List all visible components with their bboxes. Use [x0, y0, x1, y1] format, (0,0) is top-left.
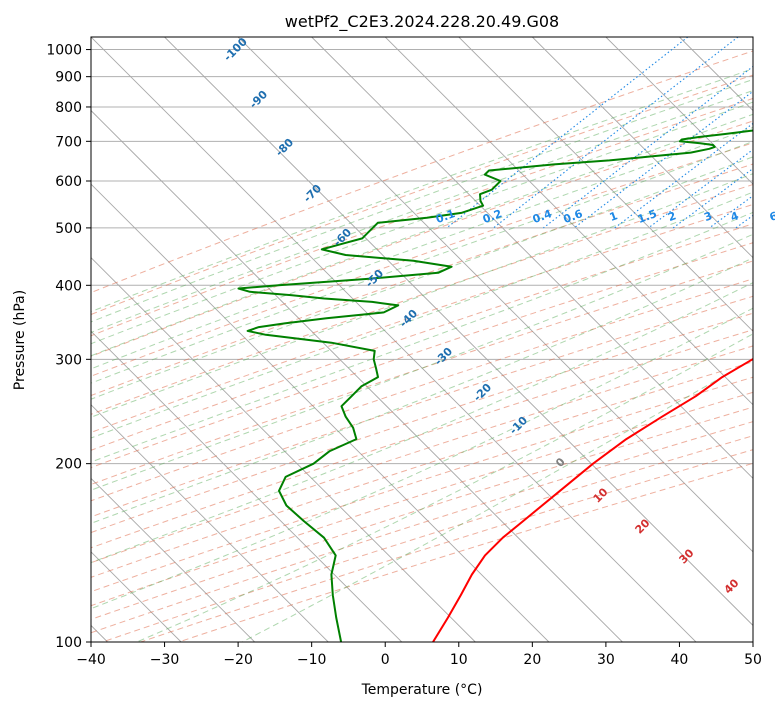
y-tick-label: 1000	[46, 43, 82, 59]
moist-adiabat-line	[91, 257, 753, 524]
isotherm-line	[237, 37, 753, 553]
y-tick-label: 500	[55, 221, 82, 237]
y-axis-label: Pressure (hPa)	[12, 290, 28, 390]
x-tick-label: 30	[597, 652, 615, 668]
isotherm-line	[532, 37, 753, 259]
dry-adiabat-line	[91, 203, 753, 434]
mixing-ratio-label: 0.4	[531, 207, 554, 226]
x-tick-label: −20	[223, 652, 253, 668]
moist-adiabat-line	[91, 282, 753, 564]
y-tick-label: 100	[55, 635, 82, 651]
x-tick-label: −10	[297, 652, 327, 668]
moist-adiabat-line	[91, 140, 753, 384]
y-tick-label: 900	[55, 70, 82, 86]
dry-adiabat-line	[91, 184, 753, 415]
temperature-profile-line	[432, 357, 753, 642]
mixing-ratio-line	[446, 37, 689, 229]
moist-adiabat-line	[91, 211, 753, 463]
dry-adiabat-line	[178, 462, 753, 642]
mixing-ratio-line	[672, 167, 753, 229]
mixing-ratio-label: 0.2	[481, 207, 504, 226]
mixing-ratio-label: 6	[768, 209, 775, 224]
mixing-ratio-label: 0.6	[562, 207, 585, 226]
dewpoint-profile-line	[237, 129, 753, 642]
mixing-ratio-line	[614, 122, 753, 229]
plot-frame	[90, 36, 754, 643]
dry-adiabat-line	[91, 376, 753, 593]
y-axis-ticks: 100 200 300 400 500 600 700 800 900 1000	[46, 43, 91, 651]
chart-title: wetPf2_C2E3.2024.228.20.49.G08	[285, 12, 559, 32]
x-tick-label: 10	[450, 652, 468, 668]
x-axis-ticks: −40 −30 −20 −10 0 10 20 30 40 50	[76, 642, 762, 668]
plot-background	[91, 37, 753, 642]
mixing-ratio-label: 3	[702, 209, 714, 224]
isotherm-line	[91, 404, 329, 642]
moist-adiabat-line	[91, 90, 753, 334]
moist-adiabat-line	[91, 78, 753, 323]
mixing-ratio-label: 4	[729, 209, 741, 224]
isotherm-line	[384, 37, 753, 406]
dry-adiabat-line	[91, 97, 753, 337]
moist-adiabat-line	[91, 126, 753, 370]
isotherm-line	[91, 330, 403, 642]
y-tick-label: 600	[55, 174, 82, 190]
isotherm-line	[91, 37, 697, 642]
moist-adiabat-line	[91, 156, 753, 400]
y-tick-label: 200	[55, 457, 82, 473]
dry-adiabat-line	[91, 223, 753, 451]
dry-adiabat-line	[91, 345, 753, 564]
mixing-ratio-label: 1	[608, 209, 620, 224]
isotherm-line	[164, 37, 753, 627]
y-tick-label: 300	[55, 352, 82, 368]
moist-adiabat-line	[91, 68, 753, 313]
dry-adiabat-line	[91, 391, 753, 607]
isotherm-line	[752, 37, 753, 38]
isotherm-line	[91, 257, 476, 642]
grid-layer	[91, 37, 753, 642]
moist-adiabat-line	[91, 233, 753, 491]
mixing-ratio-line	[543, 65, 753, 229]
dry-adiabat-line	[91, 361, 753, 578]
series-layer	[237, 129, 753, 642]
x-tick-label: −40	[76, 652, 106, 668]
mixing-ratio-label: 0.1	[434, 207, 457, 226]
moist-adiabat-line	[91, 113, 753, 357]
isotherm-line	[91, 477, 255, 642]
isotherm-line	[91, 183, 550, 642]
moist-adiabat-line	[136, 333, 753, 642]
isotherm-line	[458, 37, 753, 332]
x-tick-label: 50	[744, 652, 762, 668]
y-tick-label: 700	[55, 134, 82, 150]
moist-adiabat-line	[241, 358, 753, 642]
mixing-ratio-label: 1.5	[636, 207, 659, 226]
x-tick-label: 40	[671, 652, 689, 668]
isotherm-line	[605, 37, 753, 185]
moist-adiabat-line	[91, 173, 753, 418]
y-tick-label: 400	[55, 278, 82, 294]
isotherm-line	[311, 37, 753, 479]
dry-adiabat-line	[91, 120, 753, 357]
dry-adiabat-line	[91, 242, 753, 469]
y-tick-label: 800	[55, 100, 82, 116]
dry-adiabat-line	[91, 329, 753, 549]
x-tick-label: 0	[381, 652, 390, 668]
mixing-ratio-label: 2	[666, 209, 678, 224]
x-axis-label: Temperature (°C)	[361, 682, 483, 698]
x-tick-label: −30	[150, 652, 180, 668]
isotherm-line	[91, 109, 623, 642]
dry-adiabat-line	[91, 163, 753, 397]
dry-adiabat-line	[91, 142, 753, 377]
x-tick-label: 20	[523, 652, 541, 668]
